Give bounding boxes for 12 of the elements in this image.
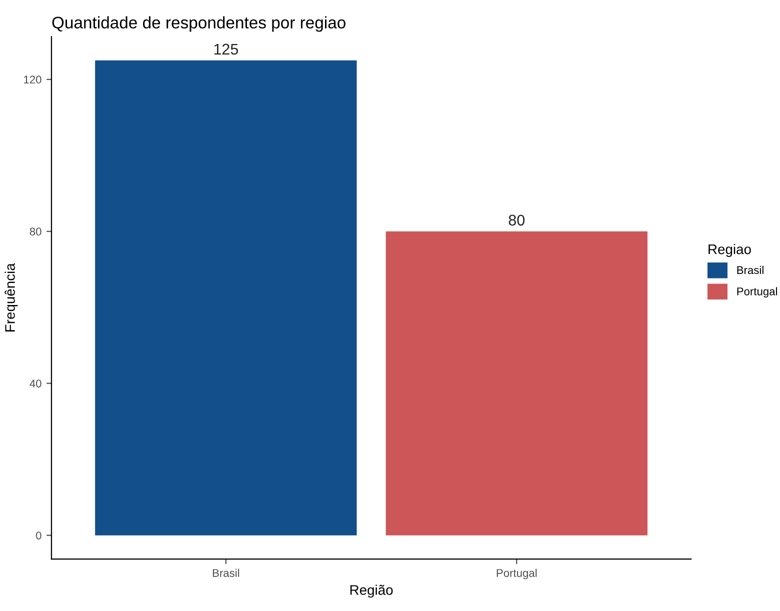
y-tick-label: 0 [36,532,42,540]
y-axis-title: Frequência [4,263,18,332]
y-tick-label: 40 [30,380,42,388]
y-tick-label: 80 [30,228,42,236]
y-tick-label: 120 [24,76,42,84]
legend-title: Regiao [708,244,751,257]
x-axis-title: Região [350,584,393,598]
data-label: 125 [214,44,238,55]
chart-title: Quantidade de respondentes por regiao [52,16,346,32]
legend-label: Portugal [737,287,778,298]
data-label: 80 [508,214,525,226]
legend-label: Brasil [737,266,764,274]
